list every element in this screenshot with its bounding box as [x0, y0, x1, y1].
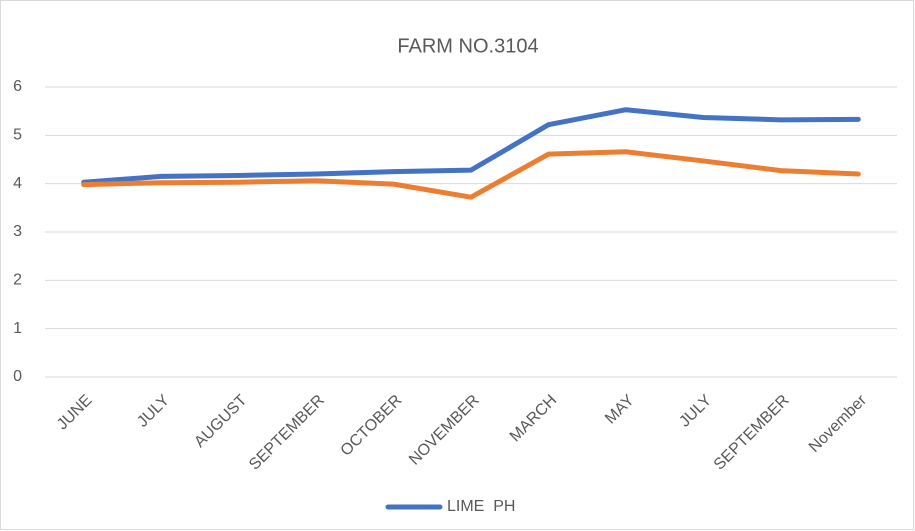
legend-label: LIME PH: [447, 498, 515, 515]
line-series: [81, 149, 861, 200]
y-tick-label: 0: [13, 368, 22, 385]
y-tick-label: 6: [13, 78, 22, 95]
line-series: [81, 107, 861, 185]
y-tick-label: 5: [13, 127, 22, 144]
y-tick-label: 4: [13, 175, 22, 192]
y-tick-label: 3: [13, 223, 22, 240]
chart-title: FARM NO.3104: [397, 35, 538, 57]
y-tick-label: 1: [13, 320, 22, 337]
y-tick-label: 2: [13, 272, 22, 289]
